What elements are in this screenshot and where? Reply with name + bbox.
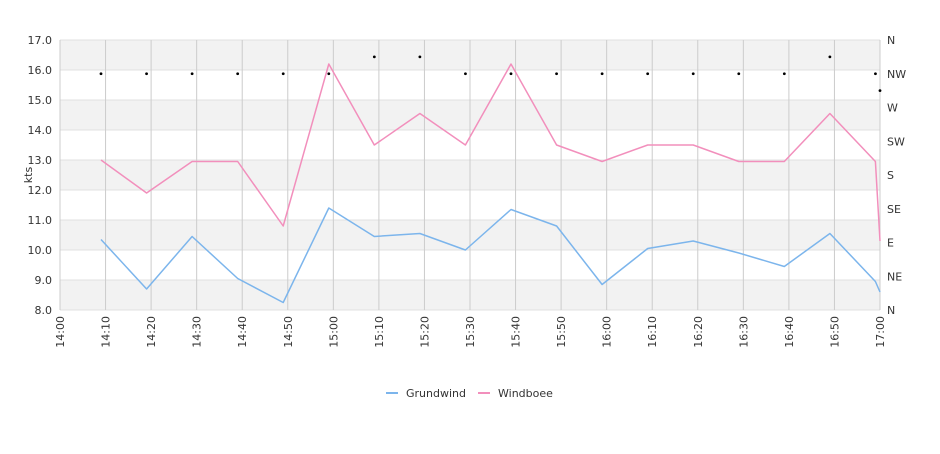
legend: Grundwind Windboee — [386, 387, 553, 400]
direction-tick-label: SW — [887, 135, 905, 148]
direction-dot — [236, 72, 240, 76]
x-tick-label: 17:00 — [874, 316, 887, 348]
y-axis-label: kts — [22, 167, 35, 184]
direction-dot — [145, 72, 148, 76]
x-tick-label: 15:40 — [510, 316, 523, 348]
y-tick-label: 10.0 — [28, 244, 53, 257]
y-tick-label: 14.0 — [28, 124, 53, 137]
legend-label: Windboee — [498, 387, 553, 400]
direction-tick-label: NW — [887, 68, 906, 81]
x-tick-label: 16:30 — [737, 316, 750, 348]
direction-dot — [782, 72, 786, 76]
y-tick-label: 13.0 — [28, 154, 53, 167]
direction-dot — [600, 72, 604, 76]
x-tick-label: 16:50 — [828, 316, 841, 348]
x-tick-label: 14:40 — [236, 316, 249, 348]
legend-label: Grundwind — [406, 387, 466, 400]
direction-tick-label: W — [887, 102, 898, 115]
direction-dot — [737, 72, 741, 76]
x-tick-label: 14:00 — [54, 316, 67, 348]
direction-tick-label: NE — [887, 270, 902, 283]
direction-tick-label: N — [887, 304, 895, 317]
direction-dot — [874, 72, 877, 76]
y-tick-label: 12.0 — [28, 184, 53, 197]
axes: 8.0 9.0 10.0 11.0 12.0 13.0 14.0 15.0 16.0 17.0 14… — [28, 34, 907, 348]
x-tick-label: 14:30 — [191, 316, 204, 348]
y-tick-label: 8.0 — [35, 304, 53, 317]
direction-dot — [99, 72, 103, 76]
y-tick-label: 9.0 — [35, 274, 53, 287]
direction-dot — [190, 72, 194, 76]
y-tick-label: 15.0 — [28, 94, 53, 107]
x-tick-label: 16:00 — [601, 316, 614, 348]
x-tick-label: 15:00 — [327, 316, 340, 348]
direction-dot — [828, 55, 832, 59]
x-tick-label: 16:10 — [646, 316, 659, 348]
x-tick-label: 15:30 — [464, 316, 477, 348]
y-tick-label: 17.0 — [28, 34, 53, 47]
x-tick-label: 16:40 — [783, 316, 796, 348]
series-line-windboee — [100, 63, 881, 242]
direction-dot — [281, 72, 285, 76]
direction-tick-label: E — [887, 237, 894, 250]
y-tick-label: 11.0 — [28, 214, 53, 227]
x-tick-label: 16:20 — [692, 316, 705, 348]
direction-dot — [372, 55, 376, 59]
direction-dot — [418, 55, 422, 59]
direction-dot — [464, 72, 467, 76]
direction-tick-label: S — [887, 169, 894, 182]
x-tick-label: 15:20 — [418, 316, 431, 348]
direction-dot — [555, 72, 558, 76]
direction-dot — [878, 89, 882, 93]
x-tick-label: 14:10 — [100, 316, 113, 348]
series-layer — [99, 55, 882, 304]
x-tick-label: 14:50 — [282, 316, 295, 348]
x-tick-label: 14:20 — [145, 316, 158, 348]
direction-dot — [327, 72, 331, 76]
x-tick-label: 15:10 — [373, 316, 386, 348]
plot-grid — [59, 39, 881, 311]
direction-dot — [509, 72, 513, 76]
direction-dot — [691, 72, 695, 76]
direction-dot — [646, 72, 650, 76]
y-tick-label: 16.0 — [28, 64, 53, 77]
series-line-grundwind — [100, 207, 881, 304]
direction-tick-label: N — [887, 34, 895, 47]
direction-tick-label: SE — [887, 203, 901, 216]
x-tick-label: 15:50 — [555, 316, 568, 348]
